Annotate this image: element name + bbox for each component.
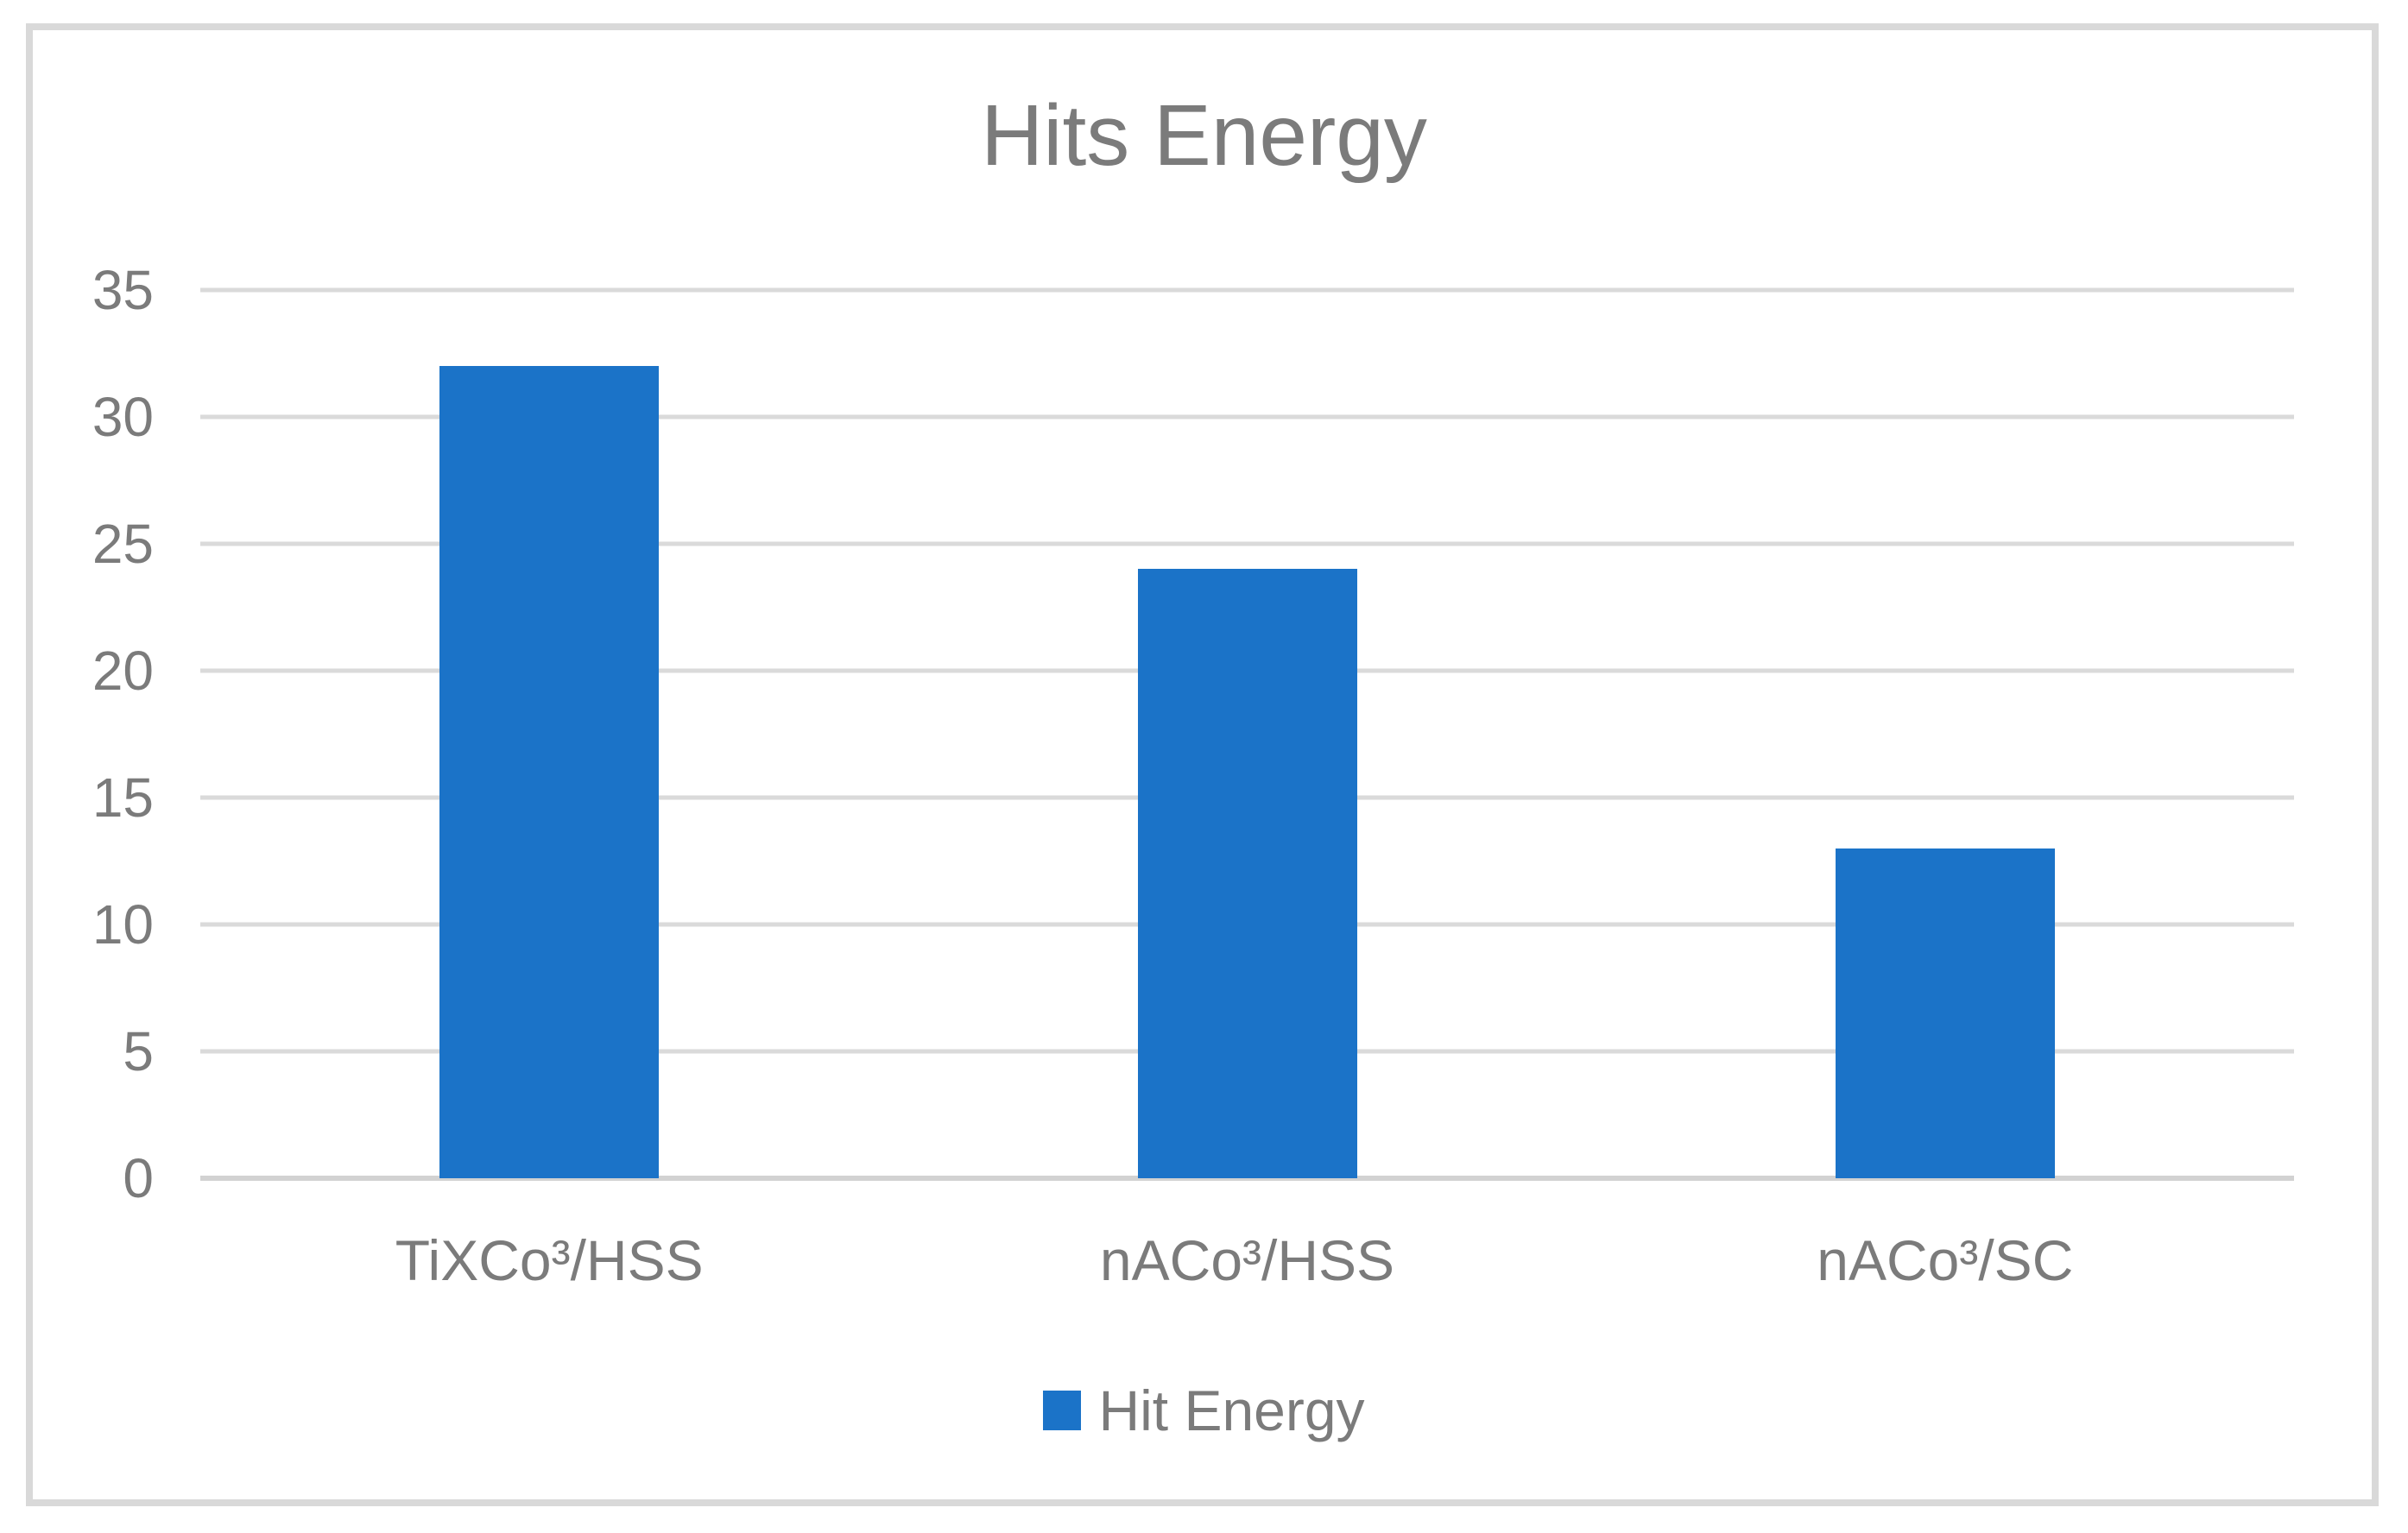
x-category-label-2: nACo³/HSS <box>1099 1228 1395 1292</box>
gridline-30 <box>200 414 2294 420</box>
y-tick-label-10: 10 <box>92 893 154 956</box>
bar-1 <box>439 366 660 1178</box>
legend-swatch-icon <box>1043 1391 1082 1430</box>
x-axis-baseline <box>200 1176 2294 1181</box>
x-category-label-3: nACo³/SC <box>1817 1228 2074 1292</box>
y-tick-label-15: 15 <box>92 766 154 829</box>
gridline-35 <box>200 287 2294 293</box>
bar-2 <box>1137 569 1357 1178</box>
x-axis: TiXCo³/HSS nACo³/HSS nACo³/SC <box>200 1227 2294 1293</box>
y-axis: 35 30 25 20 15 10 5 0 <box>0 259 154 1209</box>
legend-label: Hit Energy <box>1098 1378 1365 1442</box>
y-tick-label-25: 25 <box>92 513 154 575</box>
y-tick-label-5: 5 <box>123 1020 154 1082</box>
y-tick-label-30: 30 <box>92 386 154 448</box>
chart-title: Hits Energy <box>981 87 1427 184</box>
gridline-25 <box>200 541 2294 546</box>
plot-area <box>200 287 2294 1181</box>
legend: Hit Energy <box>0 1378 2408 1443</box>
y-tick-label-0: 0 <box>123 1147 154 1209</box>
y-tick-label-35: 35 <box>92 259 154 321</box>
bar-3 <box>1835 848 2055 1178</box>
y-tick-label-20: 20 <box>92 640 154 702</box>
x-category-label-1: TiXCo³/HSS <box>395 1228 704 1292</box>
